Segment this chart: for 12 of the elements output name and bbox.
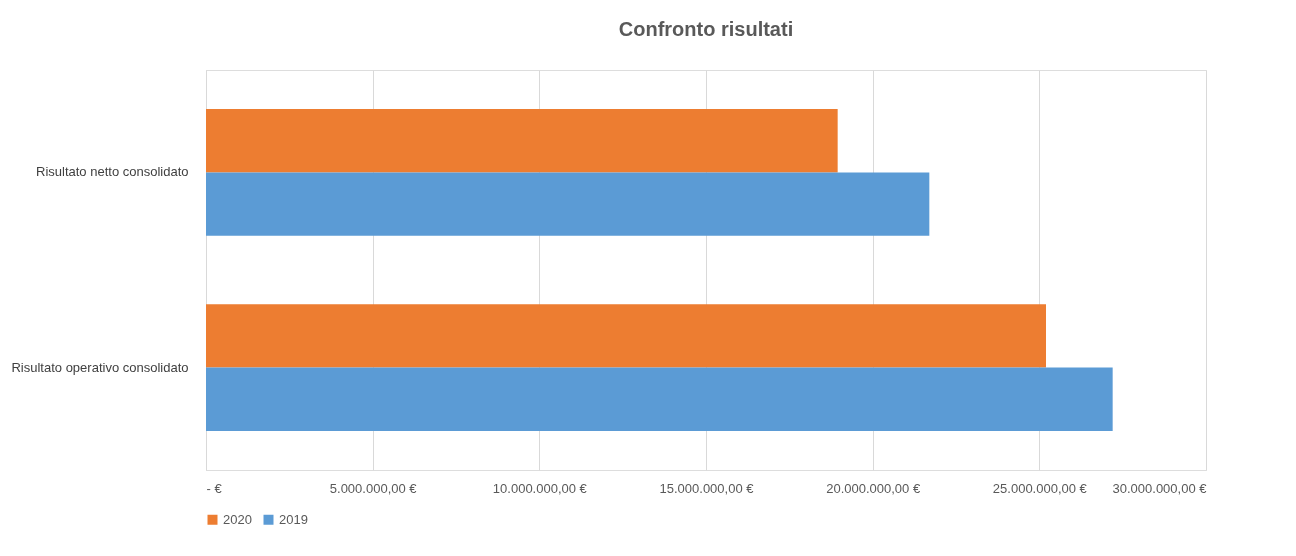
x-tick-label: 15.000.000,00 € <box>659 480 755 496</box>
chart-title: Confronto risultati <box>618 18 794 40</box>
x-tick-label: 30.000.000,00 € <box>1112 480 1208 496</box>
x-tick-label: - € <box>206 480 223 496</box>
x-tick-label: 25.000.000,00 € <box>992 480 1088 496</box>
y-tick-label: Risultato operativo consolidato <box>11 359 189 375</box>
x-tick-label: 20.000.000,00 € <box>826 480 921 496</box>
legend-label: 2020 <box>223 511 252 527</box>
y-tick-label: Risultato netto consolidato <box>36 164 189 180</box>
x-tick-label: 5.000.000,00 € <box>329 480 418 496</box>
x-tick-label: 10.000.000,00 € <box>492 480 588 496</box>
legend-label: 2019 <box>279 511 308 527</box>
